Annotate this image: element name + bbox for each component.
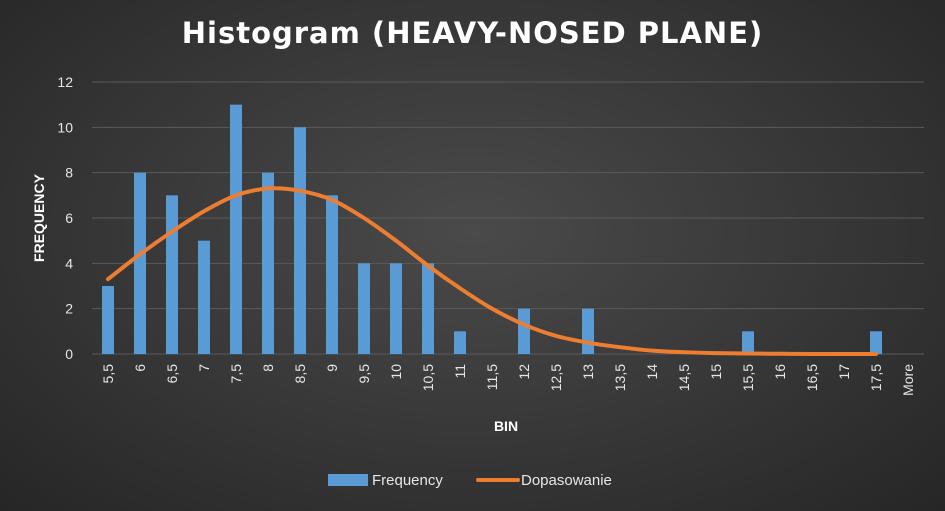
bar-7-5 [230, 104, 242, 355]
bar-12 [518, 308, 530, 354]
fit-line-layer [106, 186, 878, 357]
x-tick-label: 13,5 [612, 364, 628, 391]
bar-8 [262, 172, 274, 354]
bar-10-5 [422, 263, 434, 354]
grid-lines [92, 81, 924, 355]
x-tick-label: 8,5 [292, 364, 308, 384]
y-tick-label: 2 [65, 301, 73, 317]
x-tick-label: 16,5 [804, 364, 820, 391]
dopasowanie-line [106, 186, 878, 357]
x-axis-label: BIN [494, 418, 518, 434]
x-tick-label: More [900, 364, 916, 396]
x-tick-label: 13 [580, 364, 596, 380]
x-tick-label: 5,5 [100, 364, 116, 384]
bar-10 [390, 263, 402, 354]
x-tick-label: 10 [388, 364, 404, 380]
legend-frequency-swatch [328, 474, 368, 486]
y-tick-label: 12 [57, 74, 73, 90]
legend-frequency-label: Frequency [372, 472, 443, 489]
x-tick-label: 11,5 [484, 364, 500, 390]
x-tick-label: 10,5 [420, 364, 436, 391]
y-axis-ticks: 0 2 4 6 8 10 12 [57, 74, 73, 362]
x-tick-label: 17 [836, 364, 852, 380]
legend: Frequency Dopasowanie [328, 472, 612, 489]
y-tick-label: 4 [65, 255, 73, 271]
y-axis-label: FREQUENCY [31, 173, 47, 262]
x-tick-label: 16 [772, 364, 788, 380]
x-tick-label: 14 [644, 364, 660, 380]
x-tick-label: 14,5 [676, 364, 692, 391]
bar-13 [582, 308, 594, 354]
bar-8-5 [294, 127, 306, 354]
bar-5-5 [102, 286, 114, 354]
legend-dopasowanie-label: Dopasowanie [521, 472, 612, 489]
x-tick-label: 11 [452, 364, 468, 379]
x-tick-label: 8 [260, 364, 276, 372]
bar-15-5 [742, 331, 754, 354]
x-tick-label: 7,5 [228, 364, 244, 384]
y-tick-label: 6 [65, 210, 73, 226]
x-tick-label: 9,5 [356, 364, 372, 384]
bar-9 [326, 195, 338, 354]
bar-6 [134, 172, 146, 354]
x-tick-label: 7 [196, 364, 212, 372]
bar-11 [454, 331, 466, 354]
x-tick-label: 12 [516, 364, 532, 380]
frequency-bars [102, 104, 882, 355]
y-tick-label: 10 [57, 119, 73, 135]
x-tick-label: 9 [324, 364, 340, 372]
x-tick-label: 6,5 [164, 364, 180, 384]
y-tick-label: 8 [65, 165, 73, 181]
bar-17-5 [870, 331, 882, 354]
x-tick-label: 6 [132, 364, 148, 372]
bar-7 [198, 240, 210, 354]
x-tick-label: 15,5 [740, 364, 756, 391]
chart-title: Histogram (HEAVY-NOSED PLANE) [181, 16, 764, 50]
y-tick-label: 0 [65, 346, 73, 362]
x-tick-label: 15 [708, 364, 724, 380]
x-axis-ticks: 5,5 6 6,5 7 7,5 8 8,5 9 9,5 10 10,5 11 11,5 12 12,5 13 1… [100, 364, 916, 396]
bar-9-5 [358, 263, 370, 354]
bar-6-5 [166, 195, 178, 354]
x-tick-label: 12,5 [548, 364, 564, 391]
x-tick-label: 17,5 [868, 364, 884, 391]
